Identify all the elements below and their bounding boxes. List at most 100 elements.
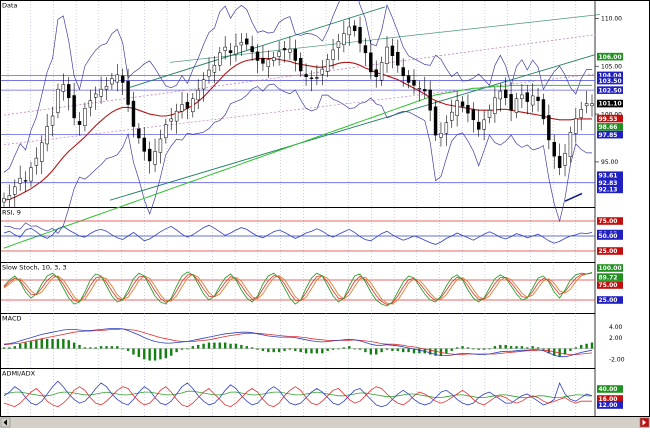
candlestick: [218, 47, 222, 71]
macd-histogram-bar: [207, 342, 211, 349]
candlestick: [245, 33, 249, 50]
candlestick: [315, 64, 319, 86]
candlestick: [363, 38, 368, 66]
price-badge: 103.50: [597, 76, 623, 85]
macd-histogram-bar: [401, 348, 405, 353]
candlestick: [552, 134, 556, 169]
horizontal-scrollbar[interactable]: [0, 417, 650, 428]
candlestick: [40, 135, 44, 175]
candlestick: [412, 69, 416, 95]
candlestick: [201, 72, 206, 102]
svg-text:106.00: 106.00: [599, 54, 622, 61]
candlestick: [557, 143, 562, 176]
dotted-trendline: [3, 73, 596, 146]
candlestick: [23, 171, 28, 192]
volume-trend-line: [564, 192, 583, 202]
candlestick: [547, 104, 551, 150]
candlestick: [536, 87, 540, 112]
candlestick: [169, 107, 173, 131]
svg-text:25.00: 25.00: [599, 248, 618, 255]
rsi-series: [1, 220, 595, 252]
macd-series: [1, 327, 595, 361]
candlestick: [358, 16, 362, 53]
candlestick: [239, 33, 244, 56]
stoch-lower-badge: 25.00: [597, 296, 623, 304]
channel-mid-line: [169, 14, 601, 63]
macd-tick-label: 4.00: [609, 324, 623, 331]
macd-histogram-bar: [159, 348, 162, 360]
macd-histogram-bar: [94, 347, 97, 349]
candlestick: [352, 20, 357, 37]
macd-histogram-bar: [40, 338, 43, 349]
macd-histogram-bar: [213, 342, 216, 349]
svg-text:25.00: 25.00: [599, 297, 618, 304]
macd-histogram-bar: [110, 346, 114, 349]
macd-signal-line: [3, 328, 593, 355]
macd-histogram-bar: [83, 347, 87, 349]
macd-histogram-bar: [472, 348, 475, 350]
stoch-current-badge: 89.72: [597, 273, 623, 281]
svg-text:100.00: 100.00: [599, 265, 622, 272]
macd-histogram-bar: [8, 347, 11, 349]
candlestick: [574, 107, 578, 143]
price-badge: 99.53: [597, 114, 623, 123]
macd-histogram-bar: [455, 347, 459, 349]
candlestick: [61, 73, 66, 101]
candlestick: [228, 43, 233, 66]
svg-text:93.61: 93.61: [599, 172, 618, 179]
candlestick: [88, 89, 93, 117]
macd-histogram-bar: [331, 348, 335, 350]
candlestick: [110, 72, 114, 90]
svg-text:89.72: 89.72: [599, 274, 618, 281]
macd-histogram-bar: [418, 348, 421, 354]
candlestick: [396, 39, 400, 73]
candlestick: [466, 94, 470, 123]
macd-histogram-bar: [434, 348, 437, 356]
price-panel[interactable]: [0, 0, 650, 208]
macd-histogram-bar: [223, 342, 227, 349]
rsi-lower-badge: 25.00: [597, 247, 623, 255]
macd-histogram-bar: [466, 347, 470, 349]
price-axis-strip: [595, 1, 649, 416]
candlestick: [120, 68, 125, 96]
candlestick: [590, 94, 594, 117]
adx-panel[interactable]: [0, 368, 650, 417]
adx-badge: 40.00: [597, 385, 623, 393]
macd-histogram-bar: [13, 346, 16, 349]
macd-histogram-bar: [62, 338, 65, 349]
macd-histogram-bar: [132, 348, 135, 355]
candlestick: [503, 77, 508, 106]
stoch-panel[interactable]: [0, 262, 650, 314]
candlestick: [126, 68, 130, 112]
macd-panel-label: MACD: [2, 315, 21, 323]
macd-panel[interactable]: [0, 313, 650, 369]
macd-histogram-bar: [520, 346, 524, 349]
rsi-panel[interactable]: [0, 207, 650, 263]
adx-panel-label: ADMI/ADX: [2, 370, 36, 378]
candlestick: [309, 70, 314, 92]
candlestick: [579, 101, 583, 131]
candlestick: [45, 113, 49, 152]
candlestick: [369, 40, 373, 80]
macd-histogram-bar: [105, 346, 108, 349]
candlestick: [250, 35, 254, 62]
macd-histogram-bar: [170, 348, 173, 356]
candlestick: [99, 76, 103, 104]
macd-histogram-bar: [261, 348, 265, 351]
candlestick: [255, 44, 260, 74]
moving-average-green: [3, 84, 592, 249]
dotted-trendline: [3, 34, 596, 116]
macd-histogram-bar: [461, 346, 464, 349]
candlestick: [104, 77, 109, 101]
macd-histogram-bar: [353, 348, 356, 350]
macd-histogram-bar: [35, 340, 38, 349]
svg-text:92.13: 92.13: [599, 187, 618, 194]
candlestick: [417, 80, 422, 102]
macd-histogram-bar: [590, 342, 594, 349]
candlestick: [450, 99, 454, 128]
candlestick: [390, 38, 395, 69]
svg-text:50.00: 50.00: [599, 233, 618, 240]
macd-histogram-bar: [2, 347, 6, 349]
candlestick: [325, 53, 330, 78]
